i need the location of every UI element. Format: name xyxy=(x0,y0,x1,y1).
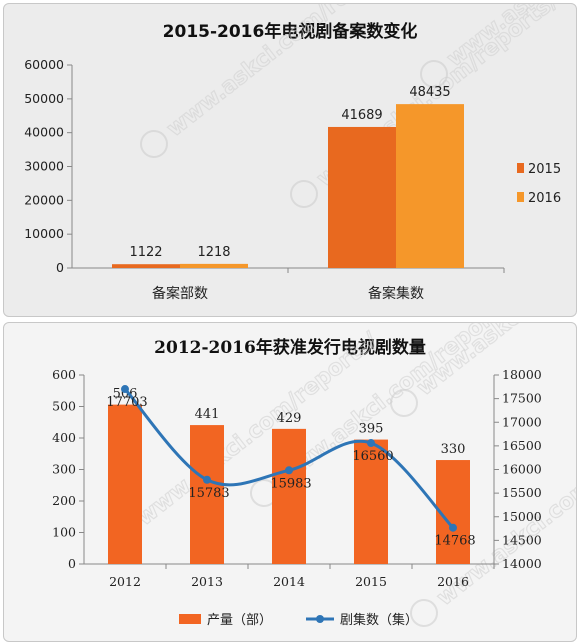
y-left-tick-label: 100 xyxy=(52,525,76,540)
legend-swatch xyxy=(517,163,524,173)
line-data-label: 16560 xyxy=(352,449,393,464)
bar-2016 xyxy=(396,104,464,268)
line-data-label: 17703 xyxy=(106,395,147,410)
legend-label-line: 剧集数（集） xyxy=(340,612,418,628)
bar-2016 xyxy=(180,263,248,268)
chart-title: 2015-2016年电视剧备案数变化 xyxy=(163,21,418,42)
y-right-tick-label: 16000 xyxy=(502,462,542,477)
line-data-label: 14768 xyxy=(434,534,475,549)
y-tick-label: 50000 xyxy=(24,91,64,106)
y-right-tick-label: 17500 xyxy=(502,391,542,406)
y-right-tick-label: 18000 xyxy=(502,367,542,382)
legend-swatch xyxy=(517,192,524,202)
data-label: 48435 xyxy=(409,85,450,100)
line-point xyxy=(285,466,293,475)
chart-panel-bottom: 2012-2016年获准发行电视剧数量 www.askci.com/report… xyxy=(3,322,577,642)
legend-label: 2016 xyxy=(528,191,561,206)
line-data-label: 15783 xyxy=(188,486,229,501)
y-left-tick-label: 300 xyxy=(52,462,76,477)
y-left-tick-label: 200 xyxy=(52,493,76,508)
line-point xyxy=(121,385,129,394)
x-tick-label: 备案集数 xyxy=(368,285,424,302)
bar-production xyxy=(108,404,142,564)
data-label: 1122 xyxy=(129,245,162,260)
x-tick-label: 备案部数 xyxy=(152,285,208,302)
legend-label-bar: 产量（部） xyxy=(207,613,272,628)
chart-filing-changes: 2015-2016年电视剧备案数变化 www.askci.com/reports… xyxy=(24,4,576,302)
y-right-tick-label: 14000 xyxy=(502,556,542,571)
bar-production xyxy=(354,439,388,564)
data-label: 41689 xyxy=(341,108,382,123)
chart-panel-top: 2015-2016年电视剧备案数变化 www.askci.com/reports… xyxy=(3,3,577,317)
y-tick-label: 40000 xyxy=(24,125,64,140)
line-point xyxy=(449,523,457,532)
watermark-circle xyxy=(290,180,318,208)
chart-approved-dramas: 2012-2016年获准发行电视剧数量 www.askci.com/report… xyxy=(52,323,576,628)
watermark-circle xyxy=(390,389,418,417)
watermark-logo: www.askci.com/reports/ xyxy=(410,407,576,627)
y-left-tick-label: 400 xyxy=(52,430,76,445)
y-right-tick-label: 17000 xyxy=(502,414,542,429)
x-tick-label: 2016 xyxy=(437,574,469,589)
line-point xyxy=(203,475,211,484)
bar-production xyxy=(272,428,306,564)
bar-data-label: 429 xyxy=(277,411,302,426)
legend-swatch-bar xyxy=(179,614,201,624)
x-tick-label: 2014 xyxy=(273,574,305,589)
bar-data-label: 395 xyxy=(359,422,384,437)
y-right-tick-label: 14500 xyxy=(502,532,542,547)
bar-2015 xyxy=(112,264,180,268)
x-tick-label: 2013 xyxy=(191,574,223,589)
y-left-tick-label: 600 xyxy=(52,367,76,382)
y-tick-label: 0 xyxy=(56,260,64,275)
line-point xyxy=(367,439,375,448)
watermark-circle xyxy=(420,60,448,88)
y-tick-label: 20000 xyxy=(24,192,64,207)
y-tick-label: 30000 xyxy=(24,159,64,174)
bar-data-label: 330 xyxy=(441,442,466,457)
watermark-circle xyxy=(410,599,438,627)
legend-label: 2015 xyxy=(528,162,561,177)
x-tick-label: 2015 xyxy=(355,574,387,589)
x-tick-label: 2012 xyxy=(109,574,141,589)
bar-production xyxy=(190,425,224,564)
bar-2015 xyxy=(328,126,396,269)
y-left-tick-label: 0 xyxy=(68,556,76,571)
data-label: 1218 xyxy=(197,245,230,260)
y-tick-label: 10000 xyxy=(24,226,64,241)
y-right-tick-label: 15500 xyxy=(502,485,542,500)
y-right-tick-label: 16500 xyxy=(502,438,542,453)
watermark-circle xyxy=(140,130,168,158)
bar-data-label: 441 xyxy=(195,407,220,422)
y-right-tick-label: 15000 xyxy=(502,509,542,524)
legend-marker xyxy=(316,615,324,623)
chart-title: 2012-2016年获准发行电视剧数量 xyxy=(154,337,426,358)
line-data-label: 15983 xyxy=(270,476,311,491)
y-tick-label: 60000 xyxy=(24,57,64,72)
y-left-tick-label: 500 xyxy=(52,399,76,414)
